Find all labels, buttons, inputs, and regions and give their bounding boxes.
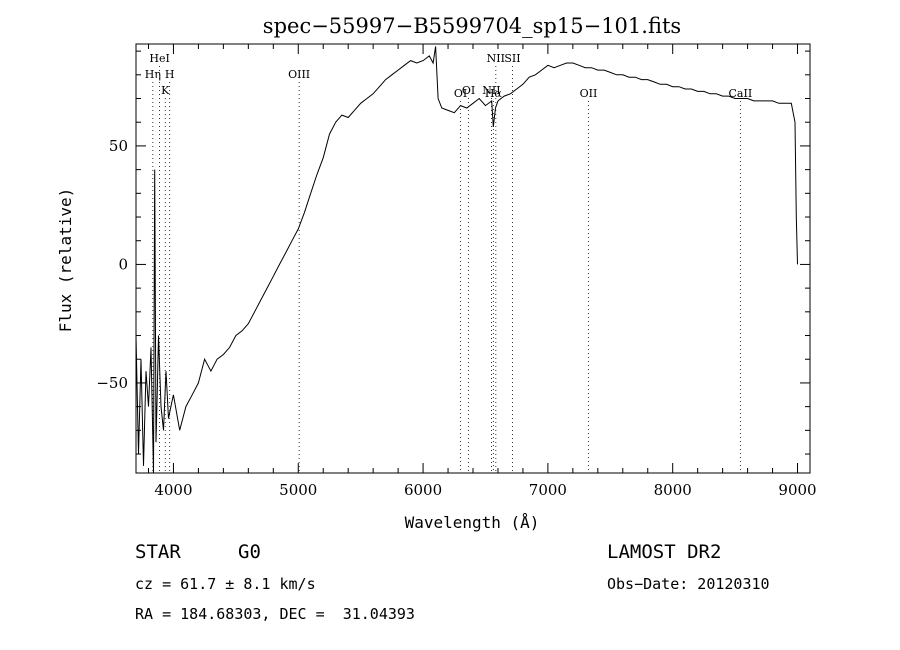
spectral-line-label: OII xyxy=(580,87,598,100)
object-subclass: G0 xyxy=(238,541,261,563)
spectrum-line xyxy=(135,46,798,474)
x-tick-label: 7000 xyxy=(529,481,567,499)
x-axis-ticks: 4000 5000 6000 7000 8000 9000 xyxy=(147,44,817,499)
spectral-line-label: SII xyxy=(504,52,520,65)
x-tick-label: 9000 xyxy=(778,481,816,499)
plot-frame xyxy=(135,43,811,474)
y-tick-label: 0 xyxy=(118,255,128,273)
spectral-line-label: OIII xyxy=(288,68,310,81)
spectral-line-label: OI xyxy=(454,87,467,100)
redshift-text: cz = 61.7 ± 8.1 km/s xyxy=(135,575,316,593)
x-tick-label: 6000 xyxy=(404,481,442,499)
spectral-line-label: Hη xyxy=(145,68,161,81)
obs-date: Obs−Date: 20120310 xyxy=(607,575,770,593)
y-tick-label: 50 xyxy=(109,137,128,155)
x-tick-label: 5000 xyxy=(279,481,317,499)
spectral-line-label: Hα xyxy=(485,87,503,100)
spectral-line-label: H xyxy=(165,68,175,81)
y-axis-ticks: −50 0 50 xyxy=(96,50,810,455)
x-axis-label: Wavelength (Å) xyxy=(405,513,540,532)
spectral-line-label: NII xyxy=(482,84,500,97)
spectral-line-label: OI xyxy=(462,84,475,97)
coordinates: RA = 184.68303, DEC = 31.04393 xyxy=(135,605,415,623)
survey-name: LAMOST DR2 xyxy=(607,541,722,563)
x-tick-label: 8000 xyxy=(654,481,692,499)
spectral-line-label: NII xyxy=(487,52,505,65)
spectral-line-label: K xyxy=(161,84,170,97)
object-class: STAR xyxy=(135,541,181,563)
y-tick-label: −50 xyxy=(96,374,128,392)
chart-title: spec−55997−B5599704_sp15−101.fits xyxy=(263,14,681,38)
spectral-line-label: HeI xyxy=(149,52,169,65)
spectral-line-label: CaII xyxy=(729,87,753,100)
x-tick-label: 4000 xyxy=(154,481,192,499)
y-axis-label: Flux (relative) xyxy=(56,188,75,333)
